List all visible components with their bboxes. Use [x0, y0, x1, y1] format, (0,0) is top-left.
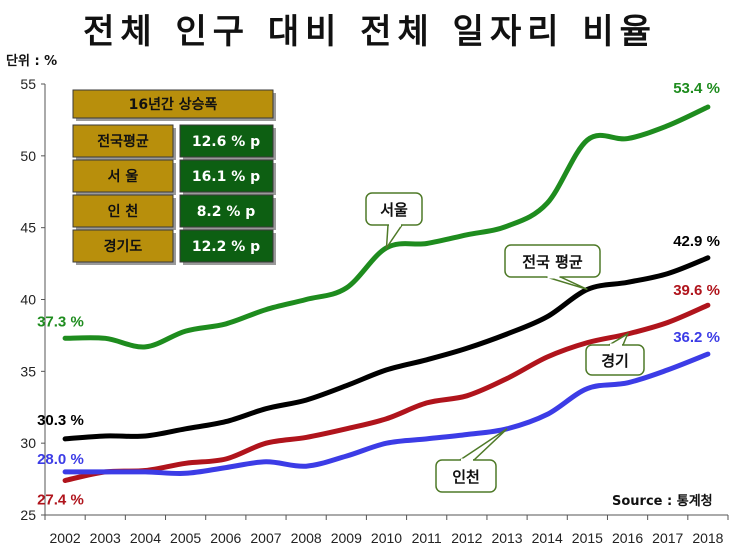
table-row-value-cell: [179, 124, 274, 158]
table-header-text: 16년간 상승폭: [129, 96, 218, 113]
callout-pointer-national: [546, 276, 588, 291]
y-tick-label: 50: [20, 148, 36, 164]
table-row-label-cell: [72, 229, 174, 263]
series-line-national: [62, 255, 711, 442]
x-tick-label: 2004: [130, 530, 161, 546]
start-label-national: 30.3 %: [37, 412, 84, 429]
callout-text-gyeonggi: 경기: [601, 352, 629, 370]
x-tick-label: 2017: [652, 530, 683, 546]
x-tick-label: 2013: [491, 530, 522, 546]
x-tick-label: 2010: [371, 530, 402, 546]
table-row-label: 서 울: [108, 168, 139, 185]
start-label-incheon: 28.0 %: [37, 451, 84, 468]
table-row-value-cell: [179, 229, 274, 263]
x-tick-label: 2005: [170, 530, 201, 546]
series-line-gyeonggi: [62, 302, 711, 484]
x-tick-label: 2011: [412, 530, 442, 546]
end-label-national: 42.9 %: [673, 233, 720, 250]
table-row-value: 12.6 % p: [192, 134, 260, 150]
y-tick-label: 35: [20, 363, 36, 379]
table-row-value-cell: [179, 194, 274, 228]
x-tick-label: 2007: [250, 530, 281, 546]
series-line-incheon: [62, 351, 711, 476]
table-row-label-cell: [72, 194, 174, 228]
table-row-label-cell: [72, 159, 174, 193]
callout-text-seoul: 서울: [380, 201, 408, 219]
end-label-seoul: 53.4 %: [673, 80, 720, 97]
table-row-value: 16.1 % p: [192, 169, 260, 185]
table-row-value: 12.2 % p: [192, 239, 260, 255]
x-tick-label: 2002: [50, 530, 81, 546]
x-tick-label: 2008: [291, 530, 322, 546]
callout-text-incheon: 인천: [452, 468, 480, 486]
table-row-value-cell: [179, 159, 274, 193]
x-tick-label: 2009: [331, 530, 362, 546]
table-row-label-cell: [72, 124, 174, 158]
x-tick-label: 2018: [692, 530, 723, 546]
x-tick-label: 2015: [572, 530, 603, 546]
end-label-gyeonggi: 39.6 %: [673, 282, 720, 299]
x-tick-label: 2014: [532, 530, 563, 546]
data-labels: 37.3 % 53.4 % 30.3 % 42.9 % 27.4 % 39.6 % 28.0…: [37, 80, 720, 509]
table-row-label: 인 천: [108, 203, 139, 220]
table-row-label: 경기도: [104, 238, 143, 255]
y-tick-label: 25: [20, 507, 36, 523]
x-tick-label: 2016: [612, 530, 643, 546]
y-tick-label: 45: [20, 220, 36, 236]
start-label-gyeonggi: 27.4 %: [37, 492, 84, 509]
table-row-value: 8.2 % p: [197, 204, 256, 220]
x-tick-label: 2012: [451, 530, 482, 546]
table-header-cell: [72, 89, 274, 119]
unit-label: 단위 : %: [6, 54, 58, 69]
table-row-label: 전국평균: [97, 133, 149, 150]
chart-title: 전체 인구 대비 전체 일자리 비율: [83, 12, 657, 52]
y-tick-label: 30: [20, 435, 36, 451]
y-tick-label: 40: [20, 292, 36, 308]
x-tick-label: 2003: [90, 530, 121, 546]
axes: 25 30 35 40 45 50 55 2002 2003 2004 2005 2006 2007 20…: [20, 76, 729, 546]
end-label-incheon: 36.2 %: [673, 329, 720, 346]
start-label-seoul: 37.3 %: [37, 313, 84, 330]
callout-text-national: 전국 평균: [522, 253, 583, 271]
y-tick-label: 55: [20, 76, 36, 92]
x-tick-label: 2006: [210, 530, 241, 546]
source-label: Source : 통계청: [612, 494, 713, 509]
